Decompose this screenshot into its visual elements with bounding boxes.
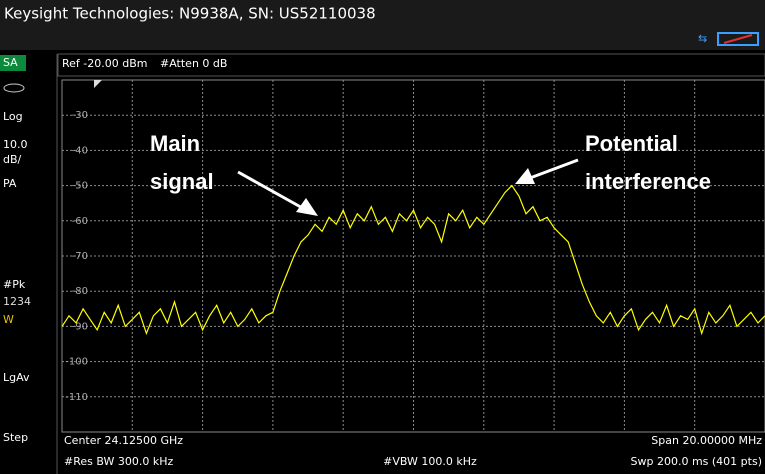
side-label: #Pk [3,278,26,291]
annotation: interference [585,169,711,194]
y-tick-label: -30 [72,110,88,121]
side-label: LgAv [3,371,30,384]
attenuation: #Atten 0 dB [160,57,227,70]
center-frequency: Center 24.12500 GHz [64,434,183,447]
title: Keysight Technologies: N9938A, SN: US521… [4,5,376,23]
y-tick-label: -80 [72,286,88,297]
svg-text:⇆: ⇆ [698,32,707,45]
ref-bar [57,53,765,77]
sweep: Swp 200.0 ms (401 pts) [631,455,763,468]
trace [61,184,765,336]
y-tick-label: -110 [65,392,88,403]
corner-marker [94,80,102,88]
mode-icon [3,83,25,93]
y-tick-label: -90 [72,321,88,332]
annotation: Main [150,131,200,156]
rbw: #Res BW 300.0 kHz [64,455,174,468]
annotation: signal [150,169,214,194]
side-label: SA [3,56,18,69]
span: Span 20.00000 MHz [651,434,762,447]
ref-level: Ref -20.00 dBm [62,57,148,70]
left-panel [0,54,57,474]
arrows [237,158,579,216]
title-bar [0,0,765,50]
y-tick-label: -40 [72,145,88,156]
y-tick-label: -50 [72,181,88,192]
y-tick-label: -100 [65,357,88,368]
side-label: 1234 [3,295,31,308]
y-tick-label: -70 [72,251,88,262]
mode-highlight [0,55,26,71]
battery-icon: ⇆ [698,32,759,46]
side-label: Step [3,431,28,444]
annotation: Potential [585,131,678,156]
side-label: PA [3,177,17,190]
side-label: Log [3,110,23,123]
side-label: W [3,313,14,326]
side-label: dB/ [3,153,22,166]
y-tick-label: -60 [72,216,88,227]
vbw: #VBW 100.0 kHz [383,455,477,468]
side-label: 10.0 [3,138,28,151]
